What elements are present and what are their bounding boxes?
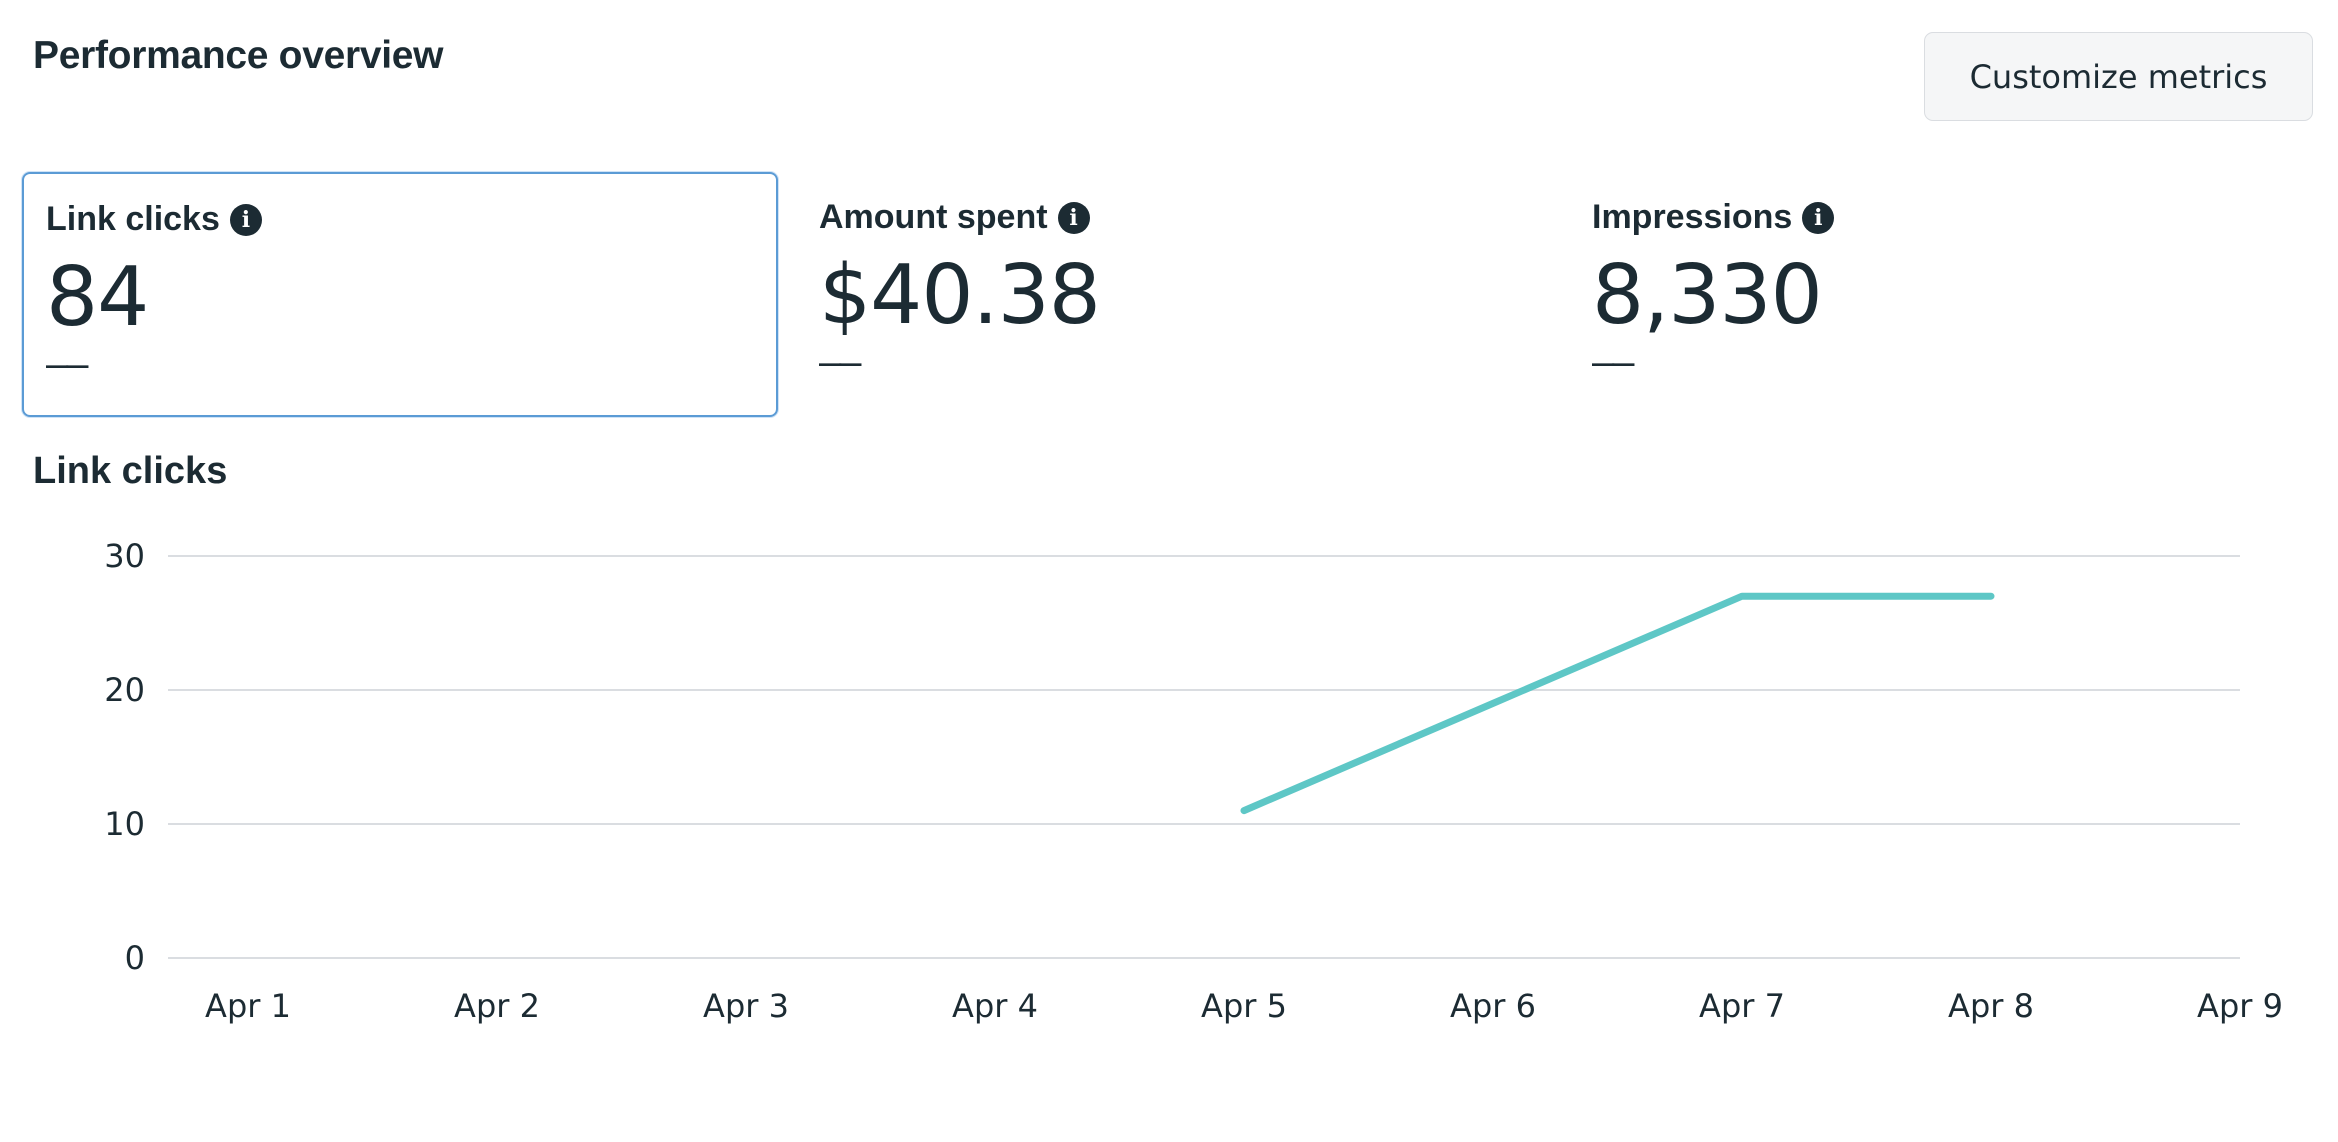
metric-label: Impressions <box>1592 198 1793 236</box>
x-tick-label: Apr 5 <box>1201 987 1287 1025</box>
metric-delta: –– <box>46 342 88 386</box>
metric-card-impressions[interactable]: Impressions i 8,330 –– <box>1570 172 2326 417</box>
customize-metrics-button[interactable]: Customize metrics <box>1924 32 2313 121</box>
metric-value: 8,330 <box>1592 248 1823 343</box>
metric-label: Link clicks <box>46 200 220 238</box>
x-tick-label: Apr 9 <box>2197 987 2283 1025</box>
x-tick-label: Apr 6 <box>1450 987 1536 1025</box>
y-tick-label: 30 <box>104 537 145 575</box>
y-tick-label: 0 <box>125 939 145 977</box>
x-tick-label: Apr 8 <box>1948 987 2034 1025</box>
metric-title: Impressions i <box>1592 198 1835 237</box>
chart-title: Link clicks <box>33 450 228 492</box>
page-title: Performance overview <box>33 34 444 77</box>
x-tick-label: Apr 3 <box>703 987 789 1025</box>
metric-title: Link clicks i <box>46 200 262 239</box>
x-tick-label: Apr 4 <box>952 987 1038 1025</box>
info-icon[interactable]: i <box>1802 201 1835 234</box>
metric-label: Amount spent <box>819 198 1048 236</box>
info-icon[interactable]: i <box>1057 201 1090 234</box>
metric-title: Amount spent i <box>819 198 1090 237</box>
metric-value: 84 <box>46 250 149 345</box>
info-icon[interactable]: i <box>229 203 262 236</box>
metric-value: $40.38 <box>819 248 1101 343</box>
x-tick-label: Apr 7 <box>1699 987 1785 1025</box>
series-line <box>1240 592 1995 815</box>
x-tick-label: Apr 1 <box>205 987 291 1025</box>
y-tick-label: 10 <box>104 805 145 843</box>
metric-card-link-clicks[interactable]: Link clicks i 84 –– <box>22 172 778 417</box>
x-tick-label: Apr 2 <box>454 987 540 1025</box>
metric-delta: –– <box>819 340 861 384</box>
metric-card-amount-spent[interactable]: Amount spent i $40.38 –– <box>797 172 1553 417</box>
y-tick-label: 20 <box>104 671 145 709</box>
metric-delta: –– <box>1592 340 1634 384</box>
